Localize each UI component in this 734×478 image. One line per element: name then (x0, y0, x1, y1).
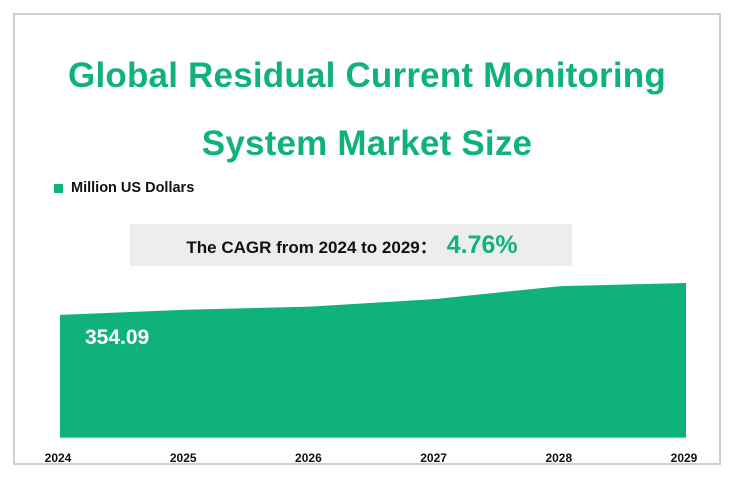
chart-title-line-1: Global Residual Current Monitoring (68, 56, 666, 95)
data-label-2024: 354.09 (85, 326, 149, 349)
x-tick-label-2027: 2027 (420, 451, 447, 465)
x-tick-label-2029: 2029 (671, 451, 698, 465)
chart-title-line-2: System Market Size (201, 124, 533, 163)
series-area-million-us-dollars (60, 283, 686, 438)
x-tick-label-2028: 2028 (545, 451, 572, 465)
cagr-label: The CAGR from 2024 to 2029： (186, 237, 437, 257)
legend-swatch (54, 183, 63, 193)
legend-label: Million US Dollars (71, 180, 195, 196)
x-tick-label-2024: 2024 (45, 451, 72, 465)
x-tick-label-2026: 2026 (295, 451, 322, 465)
legend: Million US Dollars (54, 178, 194, 198)
x-tick-label-2025: 2025 (170, 451, 197, 465)
cagr-box: The CAGR from 2024 to 2029： 4.76% (130, 224, 572, 266)
cagr-value: 4.76% (446, 230, 518, 259)
